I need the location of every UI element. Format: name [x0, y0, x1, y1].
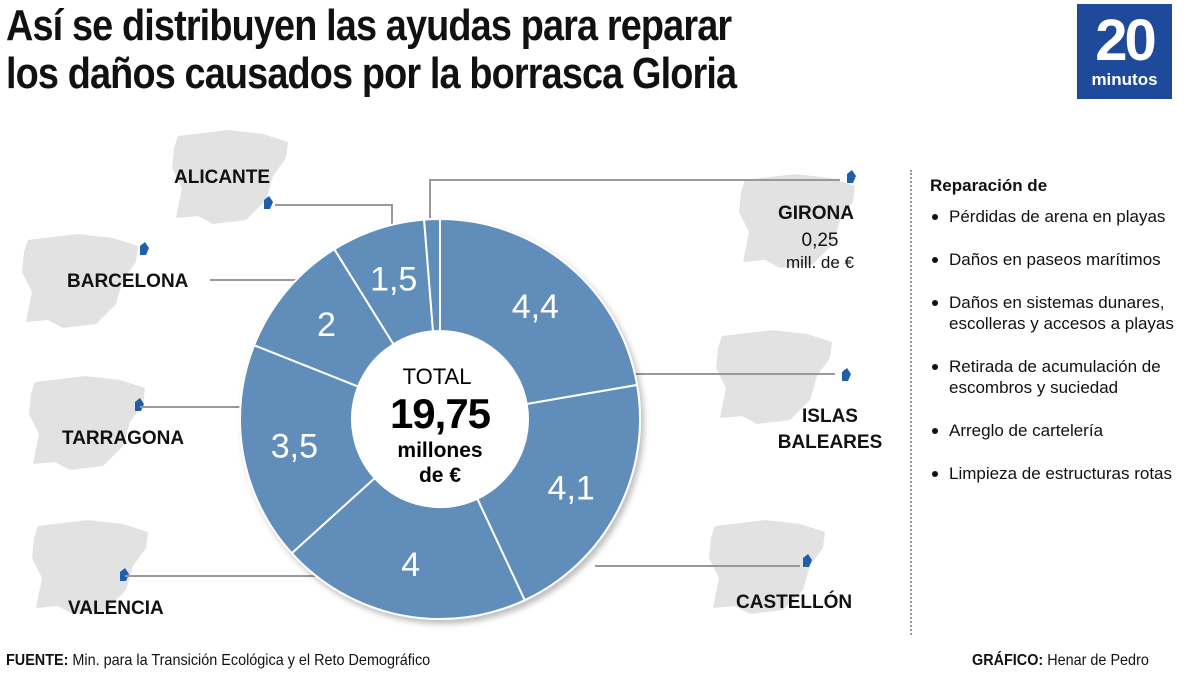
page-title: Así se distribuyen las ayudas para repar…: [6, 1, 737, 98]
slice-value-label: 2: [317, 306, 336, 344]
map-tarragona-icon: [29, 376, 145, 470]
legend-item: Daños en sistemas dunares, escolleras y …: [930, 292, 1200, 334]
donut-hole: [352, 331, 528, 507]
title-line-2: los daños causados por la borrasca Glori…: [6, 49, 737, 98]
highlight-region-icon: [847, 170, 856, 183]
total-unit-line-1: millones: [397, 439, 482, 462]
map-girona-icon: [739, 170, 856, 268]
legend-item: Arreglo de cartelería: [930, 420, 1200, 441]
highlight-region-icon: [803, 554, 812, 567]
girona-unit: mill. de €: [785, 253, 855, 272]
map-islas-baleares-icon: [716, 330, 851, 424]
region-label-barcelona: BARCELONA: [67, 271, 189, 292]
source-label: FUENTE:: [6, 652, 69, 669]
logo-word: minutos: [1091, 70, 1158, 89]
region-label-castellon: CASTELLÓN: [736, 592, 853, 613]
girona-value: 0,25: [801, 230, 839, 251]
logo-number: 20: [1095, 8, 1157, 73]
region-label-islas-baleares: ISLAS BALEARES: [777, 406, 883, 453]
legend-item: Pérdidas de arena en playas: [930, 206, 1200, 227]
leader-alicante: [275, 204, 393, 230]
highlight-region-icon: [842, 368, 851, 381]
region-label-girona: GIRONA: [778, 203, 854, 224]
total-value: 19,75: [390, 390, 491, 437]
title-line-1: Así se distribuyen las ayudas para repar…: [6, 1, 732, 50]
girona-value-note: 0,25 mill. de €: [760, 230, 880, 274]
slice-value-label: 1,5: [370, 260, 417, 298]
highlight-region-icon: [120, 568, 129, 581]
credit-footer: GRÁFICO: Henar de Pedro: [972, 652, 1149, 670]
region-label-valencia: VALENCIA: [68, 598, 164, 619]
legend-item: Retirada de acumulación de escombros y s…: [930, 356, 1200, 398]
region-label-tarragona: TARRAGONA: [62, 428, 185, 449]
credit-label: GRÁFICO:: [972, 652, 1044, 669]
source-footer: FUENTE: Min. para la Transición Ecológic…: [6, 652, 430, 670]
region-label-alicante: ALICANTE: [174, 167, 271, 188]
map-barcelona-icon: [22, 234, 149, 328]
total-label: TOTAL: [403, 364, 472, 389]
legend: Reparación de Pérdidas de arena en playa…: [910, 170, 1200, 635]
brand-logo: 20 minutos: [1077, 4, 1172, 99]
slice-value-label: 4,1: [548, 469, 595, 507]
source-text: Min. para la Transición Ecológica y el R…: [72, 652, 431, 669]
total-unit-line-2: de €: [419, 464, 461, 487]
map-alicante-icon: [172, 130, 288, 224]
credit-text: Henar de Pedro: [1047, 652, 1149, 669]
legend-item: Daños en paseos marítimos: [930, 249, 1200, 270]
slice-value-label: 4: [401, 546, 420, 584]
legend-title: Reparación de: [930, 176, 1048, 195]
highlight-region-icon: [264, 196, 273, 209]
highlight-region-icon: [140, 242, 149, 255]
slice-value-label: 3,5: [271, 427, 318, 465]
slice-value-label: 4,4: [512, 288, 559, 326]
legend-item: Limpieza de estructuras rotas: [930, 463, 1200, 484]
map-valencia-icon: [32, 520, 148, 614]
